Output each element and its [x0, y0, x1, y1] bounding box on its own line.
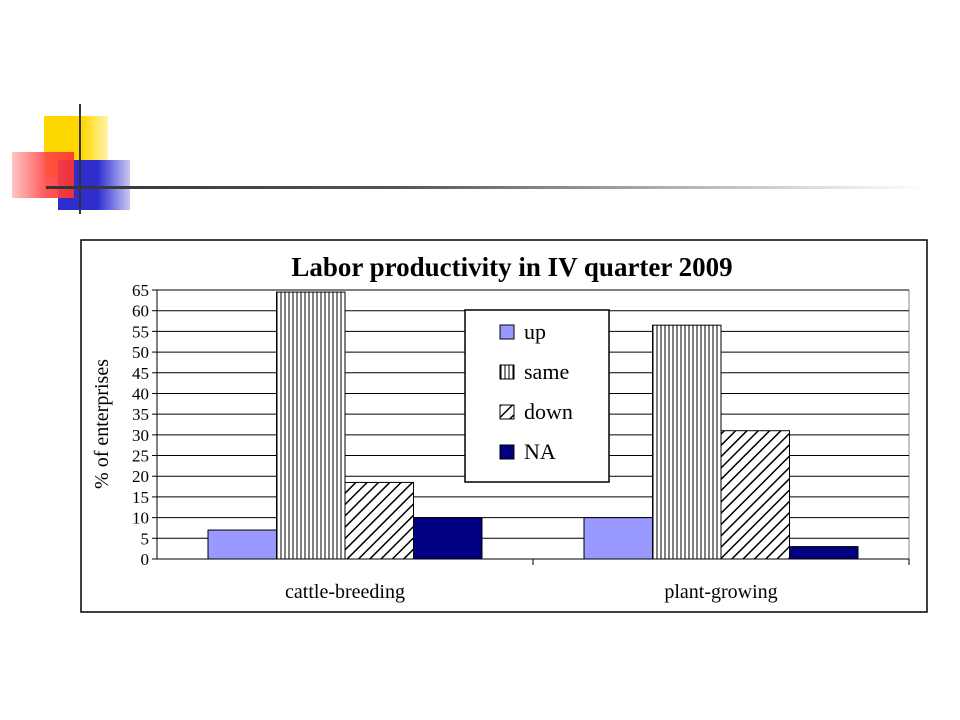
- legend-label-up: up: [524, 319, 546, 344]
- bar-na-cattle-breeding: [413, 517, 483, 560]
- x-axis-ticks: cattle-breeding plant-growing: [285, 559, 910, 603]
- legend-box: [464, 309, 610, 483]
- y-tick-label: 50: [132, 343, 149, 362]
- bar-same-cattle-breeding: [276, 291, 346, 560]
- decor-red-square: [12, 152, 74, 198]
- y-tick-label: 60: [132, 302, 149, 321]
- legend-swatch-na: [499, 444, 515, 460]
- bar-same-plant-growing: [652, 324, 722, 560]
- decor-horizontal-line: [46, 186, 926, 189]
- legend-label-down: down: [524, 399, 573, 424]
- y-tick-label: 0: [141, 550, 150, 569]
- y-tick-label: 45: [132, 364, 149, 383]
- bar-na-plant-growing: [789, 546, 859, 560]
- y-axis-label: % of enterprises: [91, 359, 113, 489]
- bar-up-plant-growing: [583, 517, 653, 560]
- y-tick-label: 35: [132, 405, 149, 424]
- x-tick-label: cattle-breeding: [285, 581, 405, 603]
- legend-label-na: NA: [524, 439, 556, 464]
- bar-down-plant-growing: [720, 430, 790, 560]
- y-tick-label: 10: [132, 509, 149, 528]
- y-tick-label: 20: [132, 467, 149, 486]
- y-tick-label: 5: [141, 529, 150, 548]
- y-tick-label: 25: [132, 447, 149, 466]
- y-tick-label: 55: [132, 322, 149, 341]
- legend: up same down NA: [464, 309, 610, 483]
- legend-label-same: same: [524, 359, 569, 384]
- y-tick-label: 65: [132, 281, 149, 300]
- y-tick-label: 30: [132, 426, 149, 445]
- legend-swatch-up: [499, 324, 515, 340]
- bar-down-cattle-breeding: [344, 481, 414, 560]
- decor-vertical-line: [79, 104, 81, 214]
- y-tick-label: 40: [132, 384, 149, 403]
- bar-up-cattle-breeding: [207, 529, 277, 560]
- chart-title: Labor productivity in IV quarter 2009: [291, 252, 732, 282]
- y-tick-label: 15: [132, 488, 149, 507]
- legend-swatch-down: [499, 404, 515, 420]
- legend-swatch-same: [499, 364, 515, 380]
- x-tick-label: plant-growing: [664, 581, 777, 603]
